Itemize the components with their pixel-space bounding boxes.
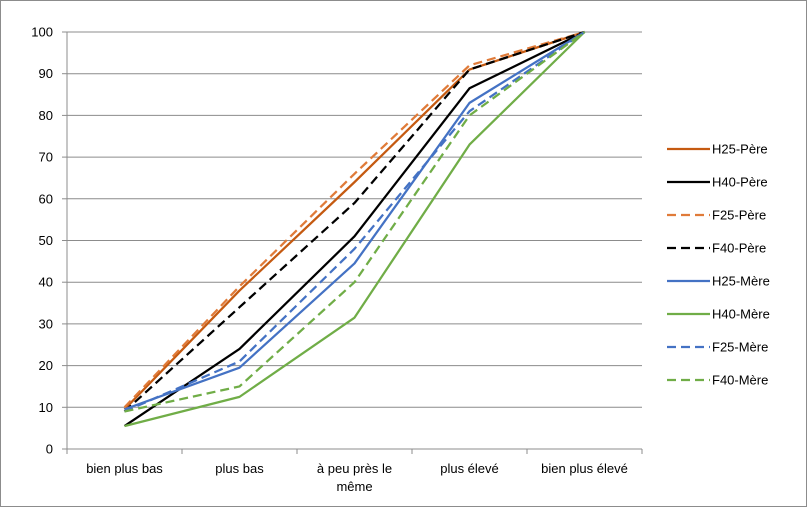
- series-lines: [123, 30, 586, 428]
- y-tick-label: 40: [39, 275, 53, 290]
- y-tick-label: 100: [31, 25, 53, 40]
- legend-label: F40-Père: [712, 241, 766, 256]
- y-tick-label: 60: [39, 191, 53, 206]
- series-line-f40-père: [123, 30, 585, 413]
- x-tick-label-line: plus élevé: [440, 461, 499, 476]
- y-tick-label: 70: [39, 150, 53, 165]
- legend-label: H25-Père: [712, 142, 768, 157]
- series-line-h25-père: [123, 30, 585, 411]
- x-tick-label-line: bien plus bas: [86, 461, 163, 476]
- y-tick-label: 20: [39, 358, 53, 373]
- y-tick-label: 50: [39, 233, 53, 248]
- y-tick-label: 0: [46, 442, 53, 457]
- y-tick-label: 10: [39, 400, 53, 415]
- x-tick-label: bien plus élevé: [541, 461, 628, 476]
- legend: H25-Père H40-Père F25-Père F40-Père H25-Mère…: [667, 142, 770, 388]
- legend-label: F40-Mère: [712, 373, 768, 388]
- series-line-f25-mère: [124, 31, 586, 413]
- axes: [62, 31, 643, 454]
- x-tick-label-line: même: [336, 479, 372, 494]
- legend-label: H40-Mère: [712, 307, 770, 322]
- x-tick-label-line: bien plus élevé: [541, 461, 628, 476]
- series-line-f25-père: [123, 30, 585, 409]
- series-line-f40-mère: [124, 31, 586, 413]
- y-tick-label: 30: [39, 316, 53, 331]
- x-tick-label: plus bas: [215, 461, 264, 476]
- legend-label: F25-Père: [712, 208, 766, 223]
- y-tick-label: 80: [39, 108, 53, 123]
- x-tick-label-line: plus bas: [215, 461, 264, 476]
- x-axis-ticks: bien plus bas plus bas à peu près le même pl…: [86, 461, 628, 494]
- x-tick-label: à peu près le même: [317, 461, 392, 494]
- x-tick-label: bien plus bas: [86, 461, 163, 476]
- legend-label: F25-Mère: [712, 340, 768, 355]
- legend-label: H40-Père: [712, 175, 768, 190]
- series-line-h40-père: [123, 30, 585, 427]
- y-axis-ticks: 0 10 20 30 40 50 60 70 80 90 100: [31, 25, 53, 457]
- legend-label: H25-Mère: [712, 274, 770, 289]
- series-line-h40-mère: [124, 31, 586, 428]
- x-tick-label-line: à peu près le: [317, 461, 392, 476]
- gridlines: [67, 31, 642, 408]
- series-line-h25-mère: [124, 31, 586, 411]
- y-tick-label: 90: [39, 66, 53, 81]
- x-tick-label: plus élevé: [440, 461, 499, 476]
